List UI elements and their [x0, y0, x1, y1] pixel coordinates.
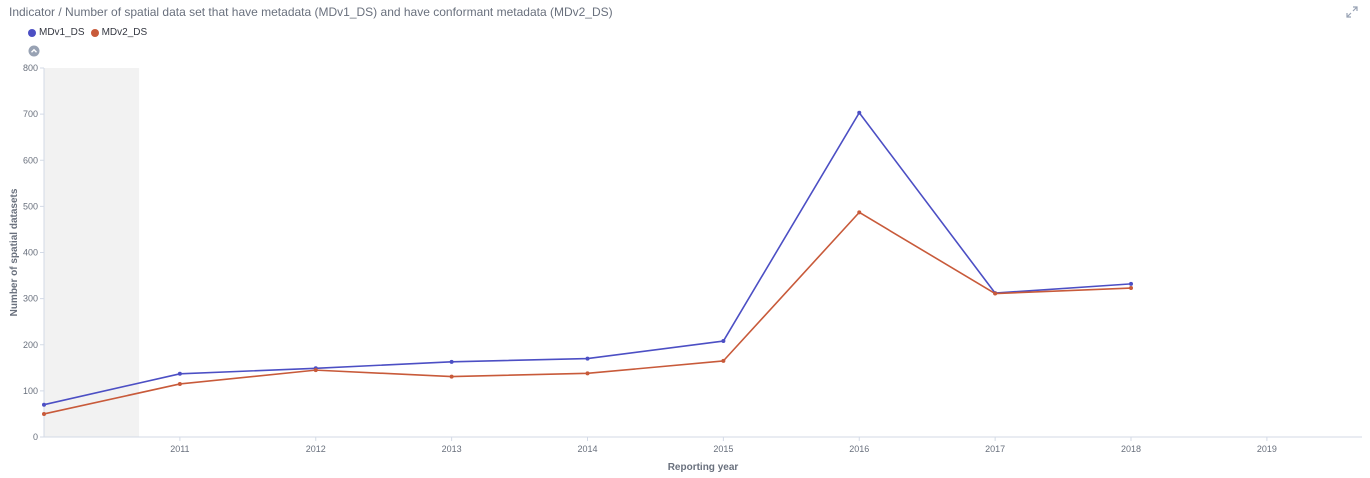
- data-point-mdv2_ds: [721, 358, 726, 363]
- series-line-mdv2_ds: [43, 211, 1132, 415]
- data-point-mdv1_ds: [42, 402, 46, 407]
- legend-item-mdv2[interactable]: MDv2_DS: [90, 27, 148, 38]
- x-tick-label: 2012: [306, 444, 326, 454]
- data-point-mdv2_ds: [585, 371, 590, 376]
- y-tick-label: 800: [23, 63, 38, 73]
- legend-item-mdv1[interactable]: MDv1_DS: [28, 27, 85, 38]
- y-tick-label: 100: [23, 386, 38, 396]
- x-tick-label: 2014: [577, 444, 597, 454]
- chevron-up-circle-icon[interactable]: [28, 45, 40, 57]
- data-point-mdv2_ds: [449, 374, 454, 379]
- data-point-mdv2_ds: [177, 381, 182, 386]
- data-point-mdv1_ds: [449, 359, 454, 364]
- x-tick-label: 2016: [849, 444, 869, 454]
- data-point-mdv1_ds: [177, 371, 182, 376]
- data-point-mdv2_ds: [42, 411, 46, 416]
- panel-title: Indicator / Number of spatial data set t…: [9, 5, 613, 19]
- y-axis-title: Number of spatial datasets: [9, 188, 20, 316]
- data-point-mdv1_ds: [585, 356, 590, 361]
- data-point-mdv2_ds: [313, 368, 318, 373]
- y-tick-label: 600: [23, 155, 38, 165]
- legend-label-mdv2: MDv2_DS: [101, 27, 148, 38]
- x-tick-label: 2018: [1121, 444, 1141, 454]
- y-tick-label: 300: [23, 294, 38, 304]
- data-point-mdv2_ds: [857, 210, 862, 215]
- shaded-range: [44, 68, 140, 437]
- data-point-mdv1_ds: [721, 339, 726, 344]
- x-tick-label: 2011: [170, 444, 189, 454]
- expand-icon[interactable]: [1346, 6, 1358, 18]
- x-tick-label: 2015: [713, 444, 733, 454]
- y-tick-label: 0: [33, 432, 38, 442]
- data-point-mdv2_ds: [993, 291, 998, 296]
- y-tick-label: 700: [23, 109, 38, 119]
- x-tick-label: 2013: [442, 444, 462, 454]
- x-tick-label: 2017: [985, 444, 1005, 454]
- series-line-mdv1_ds: [43, 111, 1132, 406]
- legend-label-mdv1: MDv1_DS: [39, 27, 85, 38]
- data-point-mdv1_ds: [1129, 281, 1134, 286]
- legend: MDv1_DS MDv2_DS: [28, 27, 147, 38]
- data-point-mdv1_ds: [857, 110, 862, 115]
- y-tick-label: 500: [23, 201, 38, 211]
- data-point-mdv2_ds: [1129, 286, 1134, 291]
- y-tick-label: 400: [23, 248, 38, 258]
- legend-dot-mdv2: [90, 28, 99, 37]
- legend-dot-mdv1: [28, 28, 36, 37]
- x-axis-title: Reporting year: [668, 462, 739, 473]
- y-tick-label: 200: [23, 340, 38, 350]
- x-tick-label: 2019: [1257, 444, 1277, 454]
